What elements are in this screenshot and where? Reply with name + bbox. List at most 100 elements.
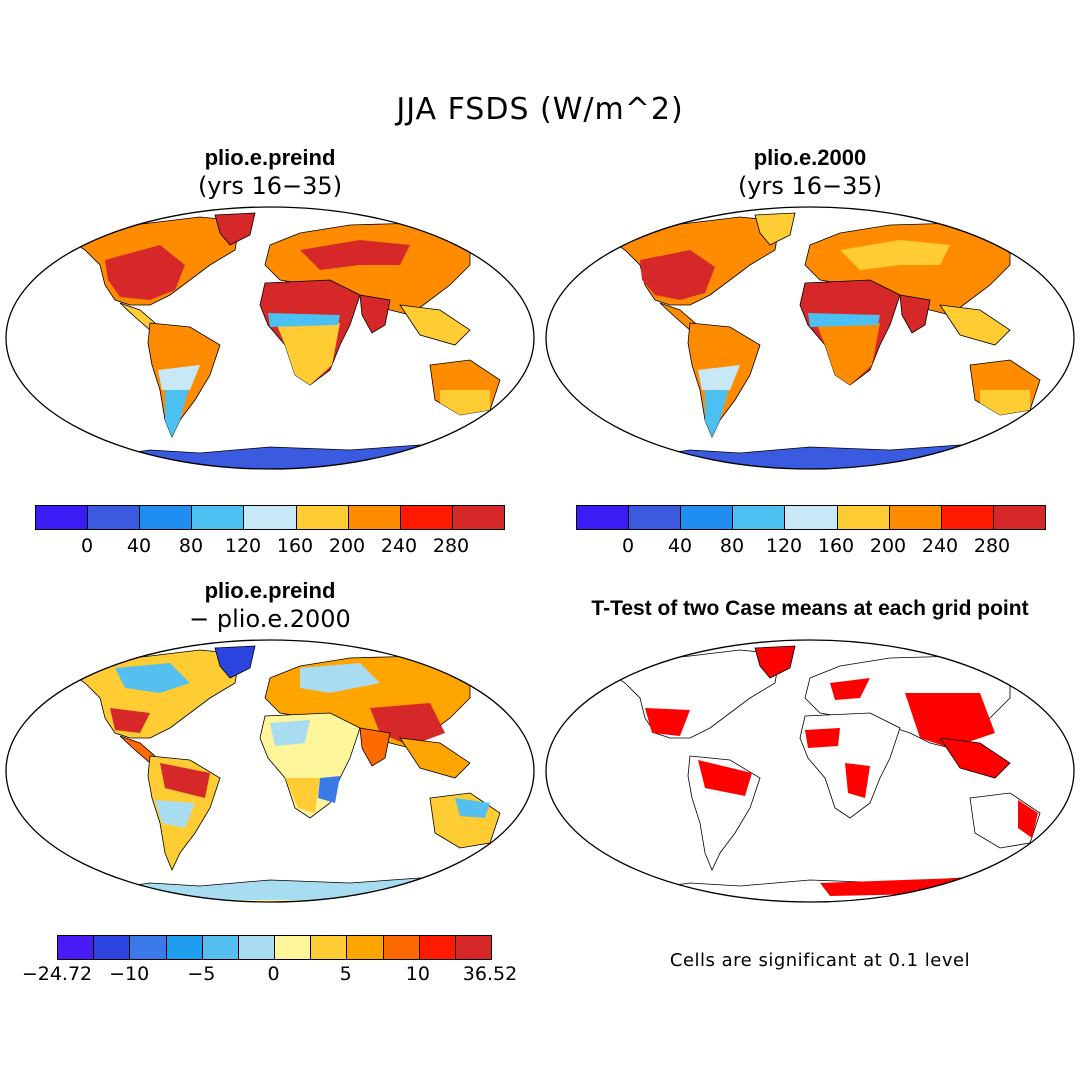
colorbar-cell (244, 506, 297, 529)
colorbar-cell (383, 936, 420, 959)
land-africa-south (285, 778, 320, 813)
land-south-america-mid (158, 365, 200, 390)
land-greenland (214, 645, 256, 679)
sig-north-america (645, 708, 690, 736)
land-eurasia-hot (840, 240, 950, 270)
colorbar-tick-label: 40 (126, 535, 152, 557)
land-greenland (754, 212, 796, 246)
land-eurasia-hot (300, 240, 410, 270)
land-africa-equator (268, 313, 340, 327)
colorbar-tick-label: 40 (667, 535, 693, 557)
colorbar-tick-label: 240 (380, 535, 418, 557)
colorbar-cell (311, 936, 348, 959)
sig-south-america (698, 760, 752, 796)
figure-title: JJA FSDS (W/m^2) (396, 92, 684, 127)
map-difference (5, 639, 535, 903)
colorbar-tick-label: −5 (187, 963, 216, 985)
colorbar-tick-label: −24.72 (21, 963, 93, 985)
land-africa-south (275, 320, 340, 385)
colorbar-tick-label: 280 (432, 535, 470, 557)
colorbar-preind-ticks: 0 40 80 120 160 200 240 280 (35, 535, 503, 559)
colorbar-cell (88, 506, 141, 529)
colorbar-cell (130, 936, 167, 959)
colorbar-cell (94, 936, 131, 959)
land-australia-south (440, 390, 490, 415)
colorbar-cell (993, 506, 1045, 529)
colorbar-cell (577, 506, 630, 529)
colorbar-cell (889, 506, 942, 529)
land-antarctica (99, 877, 521, 902)
colorbar-cell (941, 506, 994, 529)
colorbar-tick-label: 160 (817, 535, 855, 557)
significance-note: Cells are significant at 0.1 level (669, 950, 971, 971)
land-se-asia (939, 737, 1011, 779)
colorbar-cell (36, 506, 89, 529)
colorbar-cell (629, 506, 682, 529)
land-north-america (69, 649, 241, 739)
colorbar-tick-label: 120 (224, 535, 262, 557)
colorbar-tick-label: 120 (765, 535, 803, 557)
colorbar-preind (35, 505, 505, 530)
map-2000 (545, 206, 1075, 470)
land-north-america-core (105, 245, 185, 300)
sig-australia (1018, 800, 1038, 838)
colorbar-tick-label: 280 (973, 535, 1011, 557)
land-australia-cool (455, 798, 490, 818)
colorbar-tick-label: 0 (267, 963, 280, 985)
colorbar-cell (733, 506, 786, 529)
land-antarctica (99, 444, 521, 469)
land-africa-cool (270, 720, 310, 746)
panel-diff-subtitle: − plio.e.2000 (189, 605, 351, 633)
colorbar-cell (837, 506, 890, 529)
land-africa-south (815, 320, 880, 385)
colorbar-cell (348, 506, 401, 529)
land-australia-south (980, 390, 1030, 415)
colorbar-tick-label: 200 (869, 535, 907, 557)
land-south-america-cool (155, 800, 195, 828)
colorbar-cell (238, 936, 276, 959)
land-north-america-core (640, 250, 715, 300)
colorbar-difference-ticks: −24.72 −10 −5 0 5 10 36.52 (22, 963, 517, 987)
land-south-america-warm (160, 763, 210, 798)
colorbar-cell (681, 506, 734, 529)
colorbar-cell (785, 506, 838, 529)
land-india (359, 727, 391, 767)
colorbar-tick-label: 200 (328, 535, 366, 557)
colorbar-cell (452, 506, 504, 529)
land-north-america-cool (115, 663, 190, 693)
colorbar-cell (192, 506, 245, 529)
colorbar-cell (140, 506, 193, 529)
map-preind (5, 206, 535, 470)
colorbar-cell (419, 936, 456, 959)
land-south-america-south (165, 385, 190, 437)
colorbar-cell (275, 936, 312, 959)
colorbar-tick-label: 5 (339, 963, 352, 985)
colorbar-2000 (576, 505, 1046, 530)
panel-preind-title: plio.e.preind (204, 145, 336, 170)
land-south-america-south (705, 385, 730, 437)
land-se-asia (399, 304, 471, 346)
sig-asia (905, 693, 995, 748)
colorbar-tick-label: 36.52 (462, 963, 518, 985)
map-ttest (545, 639, 1075, 903)
land-eurasia-cool (300, 663, 380, 693)
colorbar-tick-label: 80 (178, 535, 204, 557)
panel-2000-subtitle: (yrs 16−35) (737, 172, 883, 200)
colorbar-tick-label: −10 (109, 963, 150, 985)
panel-2000-title: plio.e.2000 (753, 145, 867, 170)
land-north-america (609, 649, 781, 739)
land-greenland (754, 645, 796, 679)
land-greenland (214, 212, 256, 246)
land-se-asia (939, 304, 1011, 346)
land-africa-east (318, 776, 340, 803)
sig-antarctica (820, 878, 970, 896)
land-antarctica-edge (100, 900, 520, 902)
colorbar-cell (296, 506, 349, 529)
colorbar-tick-label: 0 (621, 535, 635, 557)
colorbar-cell (347, 936, 384, 959)
panel-ttest-title: T-Test of two Case means at each grid po… (591, 597, 1029, 620)
colorbar-2000-ticks: 0 40 80 120 160 200 240 280 (576, 535, 1044, 559)
colorbar-tick-label: 80 (719, 535, 745, 557)
colorbar-cell (455, 936, 492, 959)
sig-africa-east (845, 763, 870, 798)
